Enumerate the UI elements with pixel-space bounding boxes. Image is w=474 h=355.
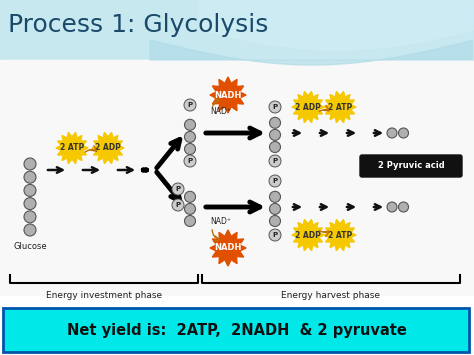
Text: 2 Pyruvic acid: 2 Pyruvic acid (378, 162, 444, 170)
Text: Energy investment phase: Energy investment phase (46, 291, 162, 300)
Text: Glucose: Glucose (13, 242, 47, 251)
Polygon shape (210, 230, 246, 266)
Circle shape (184, 203, 195, 214)
FancyBboxPatch shape (3, 308, 469, 352)
Circle shape (269, 101, 281, 113)
Text: NADH: NADH (214, 244, 242, 252)
Text: P: P (175, 202, 181, 208)
Polygon shape (92, 132, 124, 164)
Text: 2 ADP: 2 ADP (295, 103, 321, 111)
Text: 2 ATP: 2 ATP (328, 230, 352, 240)
Circle shape (184, 131, 195, 142)
Text: Net yield is:  2ATP,  2NADH  & 2 pyruvate: Net yield is: 2ATP, 2NADH & 2 pyruvate (67, 322, 407, 338)
Circle shape (269, 175, 281, 187)
Text: NAD⁺: NAD⁺ (210, 218, 231, 226)
Bar (0, 0, 474, 60)
Text: P: P (273, 104, 278, 110)
Circle shape (24, 184, 36, 196)
Text: P: P (273, 158, 278, 164)
Circle shape (387, 202, 397, 212)
Circle shape (270, 142, 281, 153)
Circle shape (184, 99, 196, 111)
Circle shape (184, 215, 195, 226)
Text: 2 ATP: 2 ATP (60, 143, 84, 153)
Bar (0, 60, 474, 295)
Circle shape (270, 117, 281, 128)
Circle shape (184, 119, 195, 130)
Polygon shape (324, 91, 356, 122)
Text: P: P (273, 178, 278, 184)
Text: Energy harvest phase: Energy harvest phase (282, 291, 381, 300)
Circle shape (270, 191, 281, 202)
Circle shape (270, 130, 281, 140)
Text: Process 1: Glycolysis: Process 1: Glycolysis (8, 13, 268, 37)
Polygon shape (292, 91, 324, 122)
Circle shape (399, 128, 409, 138)
Circle shape (172, 199, 184, 211)
Circle shape (387, 128, 397, 138)
Circle shape (24, 198, 36, 209)
Polygon shape (150, 0, 474, 65)
Circle shape (184, 143, 195, 154)
Circle shape (269, 155, 281, 167)
Circle shape (24, 171, 36, 183)
Circle shape (269, 229, 281, 241)
Text: 2 ATP: 2 ATP (328, 103, 352, 111)
Text: 2 ADP: 2 ADP (295, 230, 321, 240)
Polygon shape (292, 219, 324, 251)
Circle shape (24, 158, 36, 170)
Circle shape (270, 215, 281, 226)
Circle shape (24, 211, 36, 223)
Polygon shape (200, 0, 474, 60)
Circle shape (24, 224, 36, 236)
Text: P: P (175, 186, 181, 192)
Circle shape (270, 203, 281, 214)
Circle shape (184, 155, 196, 167)
Circle shape (184, 191, 195, 202)
Text: NAD⁺: NAD⁺ (210, 108, 231, 116)
Circle shape (399, 202, 409, 212)
Text: P: P (187, 158, 192, 164)
Text: 2 ADP: 2 ADP (95, 143, 121, 153)
Text: P: P (187, 102, 192, 108)
Polygon shape (210, 77, 246, 113)
Polygon shape (56, 132, 88, 164)
Polygon shape (324, 219, 356, 251)
FancyBboxPatch shape (360, 155, 462, 177)
Text: P: P (273, 232, 278, 238)
Text: NADH: NADH (214, 91, 242, 99)
Circle shape (172, 183, 184, 195)
